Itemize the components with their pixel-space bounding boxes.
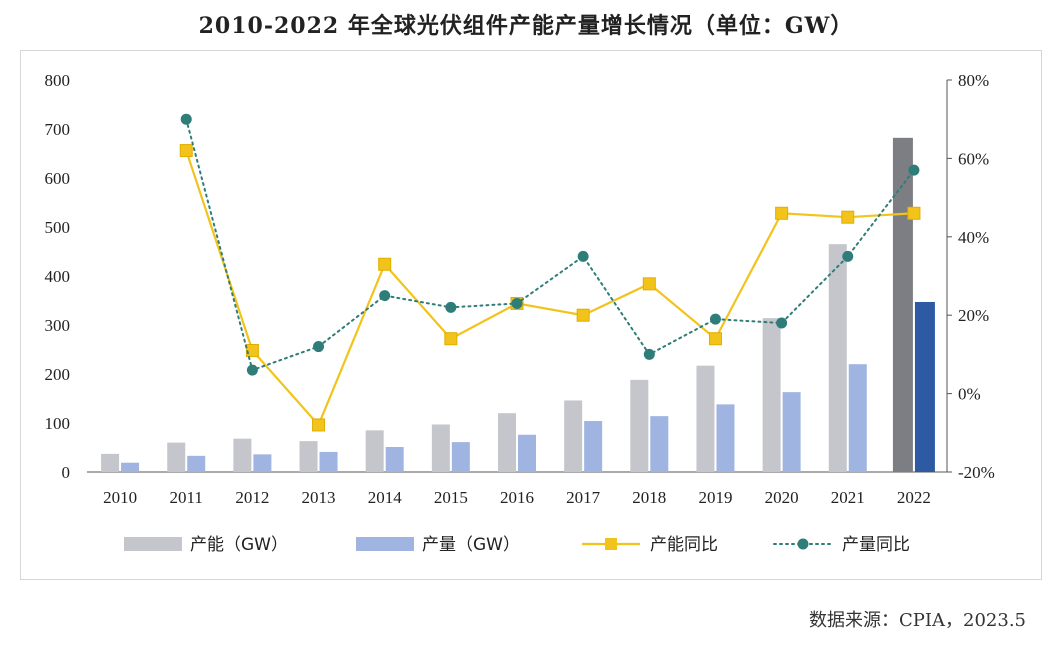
bar-output	[451, 442, 470, 472]
right-tick-label: 60%	[958, 149, 989, 168]
bar-capacity	[233, 438, 252, 472]
right-tick-label: 20%	[958, 306, 989, 325]
left-tick-label: 400	[45, 267, 71, 286]
left-tick-label: 200	[45, 365, 71, 384]
bar-output	[187, 455, 206, 472]
bar-output	[782, 392, 801, 472]
point-capacity-yoy	[444, 332, 458, 346]
source-note: 数据来源：CPIA，2023.5	[809, 610, 1026, 631]
point-capacity-yoy	[312, 418, 326, 432]
point-capacity-yoy	[775, 206, 789, 220]
bar-capacity	[498, 413, 516, 472]
point-output-yoy	[180, 113, 192, 125]
point-capacity-yoy	[708, 332, 722, 346]
right-tick-label: 40%	[958, 228, 989, 247]
legend-label-capacity-yoy: 产能同比	[650, 535, 718, 555]
right-tick-label: 0%	[958, 385, 981, 404]
x-tick-label: 2020	[765, 488, 799, 507]
x-tick-label: 2019	[698, 488, 732, 507]
x-tick-label: 2018	[632, 488, 666, 507]
legend-swatch-capacity	[124, 537, 182, 551]
legend-label-output-yoy: 产量同比	[842, 535, 910, 555]
point-capacity-yoy	[642, 277, 656, 291]
bar-output	[121, 462, 140, 472]
left-tick-label: 500	[45, 218, 71, 237]
x-tick-label: 2015	[434, 488, 468, 507]
bar-output	[848, 364, 867, 472]
bar-capacity	[828, 244, 847, 472]
legend-swatch-output	[356, 537, 414, 551]
legend-marker-output-yoy	[797, 538, 809, 550]
left-tick-label: 600	[45, 169, 71, 188]
x-tick-label: 2014	[368, 488, 403, 507]
legend-marker-capacity-yoy	[605, 538, 617, 550]
chart-title: 2010-2022 年全球光伏组件产能产量增长情况（单位：GW）	[198, 13, 854, 39]
bar-output	[319, 451, 338, 472]
legend-label-capacity: 产能（GW）	[190, 535, 288, 555]
bar-output	[385, 447, 404, 472]
bar-output	[518, 434, 536, 472]
x-tick-label: 2017	[566, 488, 601, 507]
point-output-yoy	[842, 250, 854, 262]
left-tick-label: 300	[45, 316, 71, 335]
bar-capacity	[431, 424, 450, 472]
right-tick-label: -20%	[958, 463, 995, 482]
point-capacity-yoy	[245, 343, 259, 357]
bar-output	[650, 416, 669, 472]
bar-capacity	[696, 365, 715, 472]
bar-capacity	[762, 318, 781, 472]
point-output-yoy	[379, 290, 391, 302]
right-tick-label: 80%	[958, 71, 989, 90]
x-tick-label: 2013	[302, 488, 336, 507]
x-tick-label: 2021	[831, 488, 865, 507]
point-capacity-yoy	[378, 257, 392, 271]
point-output-yoy	[908, 164, 920, 176]
point-output-yoy	[776, 317, 788, 329]
point-output-yoy	[246, 364, 258, 376]
line-capacity-yoy	[185, 150, 914, 428]
left-tick-label: 0	[62, 463, 71, 482]
point-output-yoy	[709, 313, 721, 325]
point-capacity-yoy	[907, 206, 921, 220]
bar-output	[253, 454, 272, 472]
point-output-yoy	[577, 250, 589, 262]
bar-output	[584, 421, 603, 472]
point-output-yoy	[313, 341, 325, 353]
bar-capacity	[299, 441, 318, 472]
point-output-yoy	[511, 297, 523, 309]
x-tick-label: 2010	[103, 488, 137, 507]
x-tick-label: 2022	[897, 488, 931, 507]
point-capacity-yoy	[179, 144, 193, 158]
x-tick-label: 2012	[235, 488, 269, 507]
bar-output	[716, 404, 735, 472]
bar-capacity	[365, 430, 384, 472]
point-capacity-yoy	[841, 210, 855, 224]
left-tick-label: 700	[45, 120, 71, 139]
x-tick-label: 2016	[500, 488, 534, 507]
bar-capacity	[630, 379, 649, 472]
left-tick-label: 100	[45, 414, 71, 433]
bar-capacity	[101, 453, 120, 472]
x-tick-label: 2011	[170, 488, 203, 507]
bar-capacity	[167, 442, 186, 472]
line-output-yoy	[185, 118, 915, 372]
left-tick-label: 800	[45, 71, 71, 90]
bar-output	[914, 301, 935, 472]
point-capacity-yoy	[576, 308, 590, 322]
legend-label-output: 产量（GW）	[422, 535, 520, 555]
point-output-yoy	[445, 301, 457, 313]
point-output-yoy	[643, 348, 655, 360]
bar-capacity	[564, 400, 583, 472]
bar-capacity	[892, 137, 913, 472]
